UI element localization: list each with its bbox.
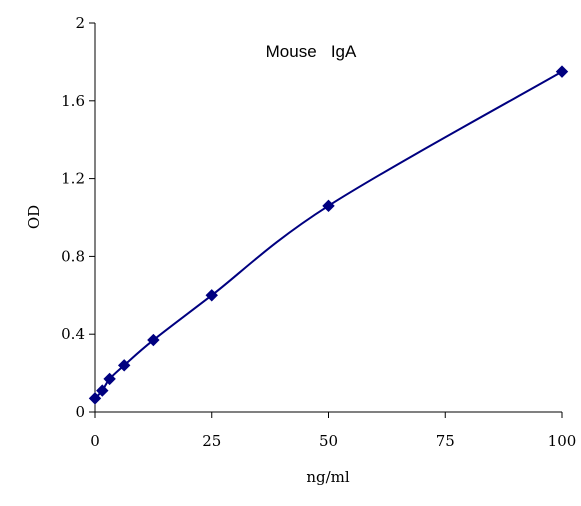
x-tick-label-3: 75 [436, 432, 455, 450]
data-point-3 [117, 359, 131, 372]
y-tick-label-5: 2 [75, 14, 85, 32]
y-ticks: 0 0.4 0.8 1.2 1.6 2 [61, 14, 95, 421]
y-tick-label-0: 0 [75, 403, 85, 421]
y-tick-label-1: 0.4 [61, 325, 85, 343]
y-tick-label-4: 1.6 [61, 92, 85, 110]
data-point-2 [103, 372, 116, 386]
y-tick-label-2: 0.8 [61, 247, 85, 265]
series-points [88, 65, 569, 405]
x-tick-label-4: 100 [548, 432, 577, 450]
x-ticks: 0 25 50 75 100 [90, 412, 576, 450]
series-curve [94, 70, 563, 400]
data-point-6 [322, 199, 335, 213]
y-axis-title: OD [25, 205, 43, 229]
data-point-0 [88, 392, 102, 405]
data-point-4 [147, 333, 160, 347]
y-tick-label-3: 1.2 [61, 170, 85, 188]
data-point-1 [96, 384, 109, 397]
x-tick-label-0: 0 [90, 432, 100, 450]
data-point-7 [555, 65, 569, 78]
x-tick-label-1: 25 [202, 432, 221, 450]
chart-title: Mouse IgA [266, 42, 357, 61]
x-tick-label-2: 50 [319, 432, 338, 450]
data-point-5 [205, 289, 218, 302]
x-axis-title: ng/ml [306, 468, 350, 486]
